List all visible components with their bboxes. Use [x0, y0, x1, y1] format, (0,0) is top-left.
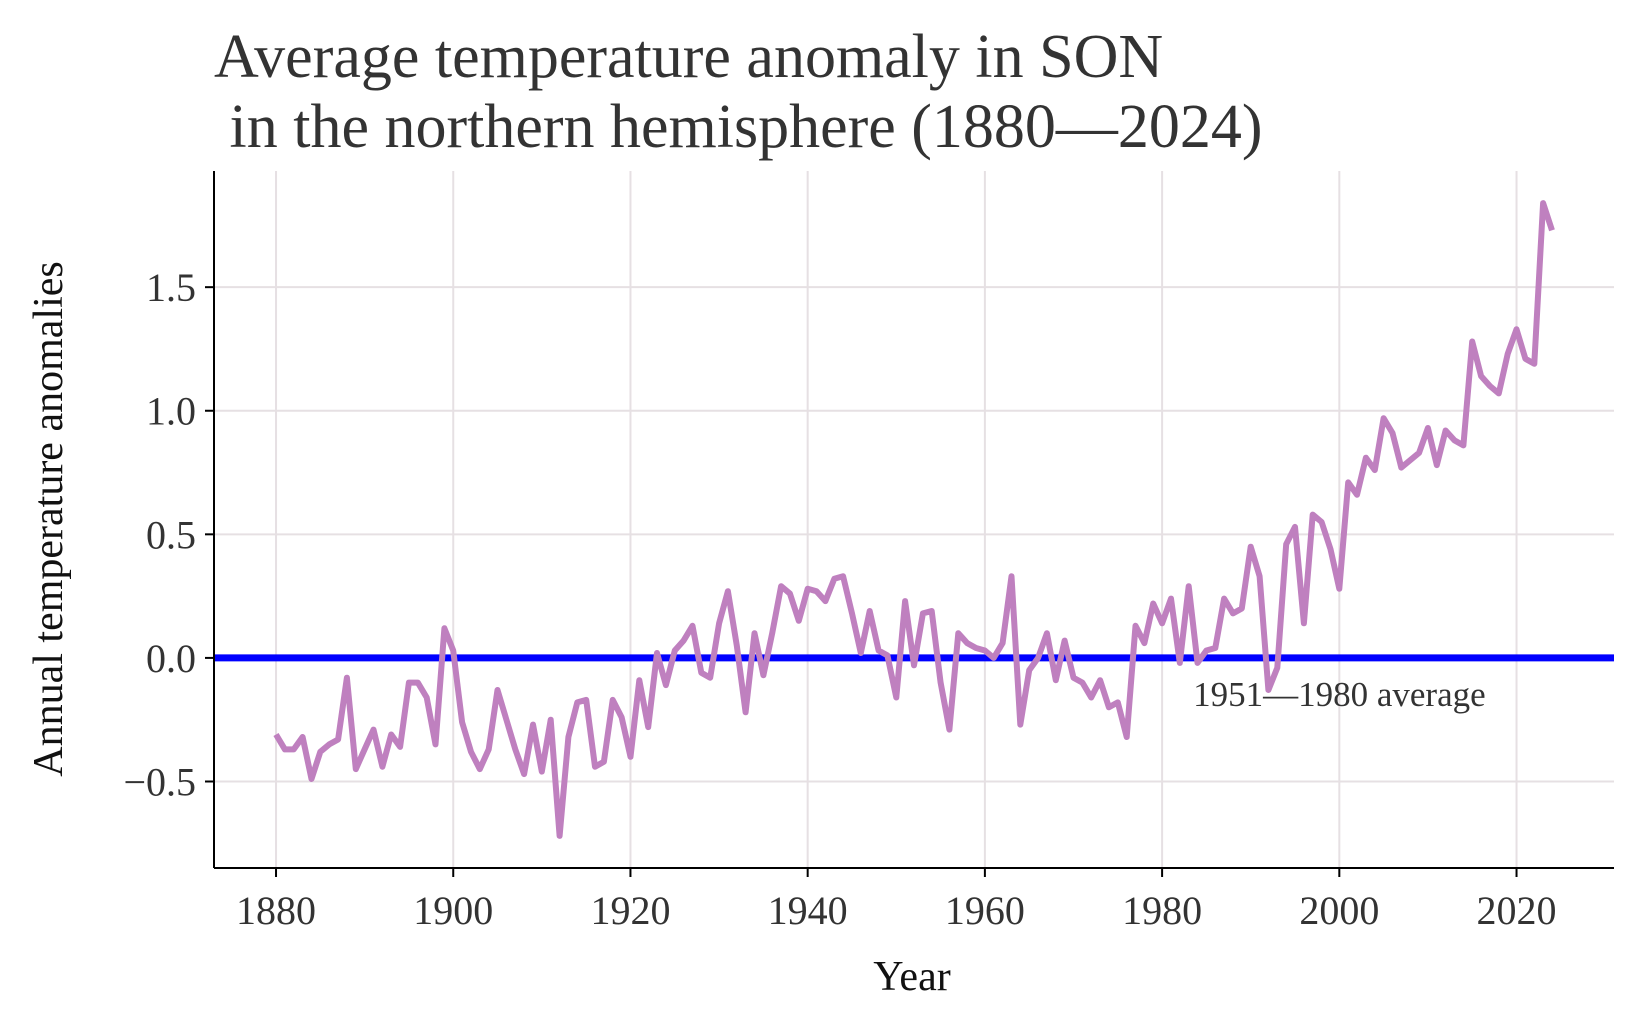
x-axis-label: Year — [873, 954, 950, 1000]
x-tick-label: 1960 — [945, 888, 1025, 933]
y-axis-label: Annual temperature anomalies — [26, 261, 72, 776]
series-group — [273, 200, 1555, 839]
reference-line-label: 1951—1980 average — [1193, 675, 1486, 714]
x-tick-label: 2000 — [1299, 888, 1379, 933]
chart-title-line2: in the northern hemisphere (1880—2024) — [214, 93, 1263, 161]
chart-title-line1: Average temperature anomaly in SON — [214, 23, 1163, 91]
y-tick-label: −0.5 — [123, 759, 196, 804]
x-tick-label: 1980 — [1122, 888, 1202, 933]
x-ticks: 1880 1900 1920 1940 1960 1980 2000 2020 — [236, 868, 1557, 933]
x-tick-label: 1920 — [590, 888, 670, 933]
x-tick-label: 1900 — [413, 888, 493, 933]
y-tick-label: 1.5 — [146, 265, 196, 310]
y-tick-label: 1.0 — [146, 389, 196, 434]
grid — [214, 171, 1614, 868]
y-tick-label: 0.5 — [146, 512, 196, 557]
x-tick-label: 1880 — [236, 888, 316, 933]
x-tick-label: 1940 — [768, 888, 848, 933]
y-tick-label: 0.0 — [146, 636, 196, 681]
series-line — [273, 200, 1555, 839]
axes — [213, 171, 1614, 869]
x-tick-label: 2020 — [1477, 888, 1557, 933]
y-ticks: −0.5 0.0 0.5 1.0 1.5 — [123, 265, 214, 804]
